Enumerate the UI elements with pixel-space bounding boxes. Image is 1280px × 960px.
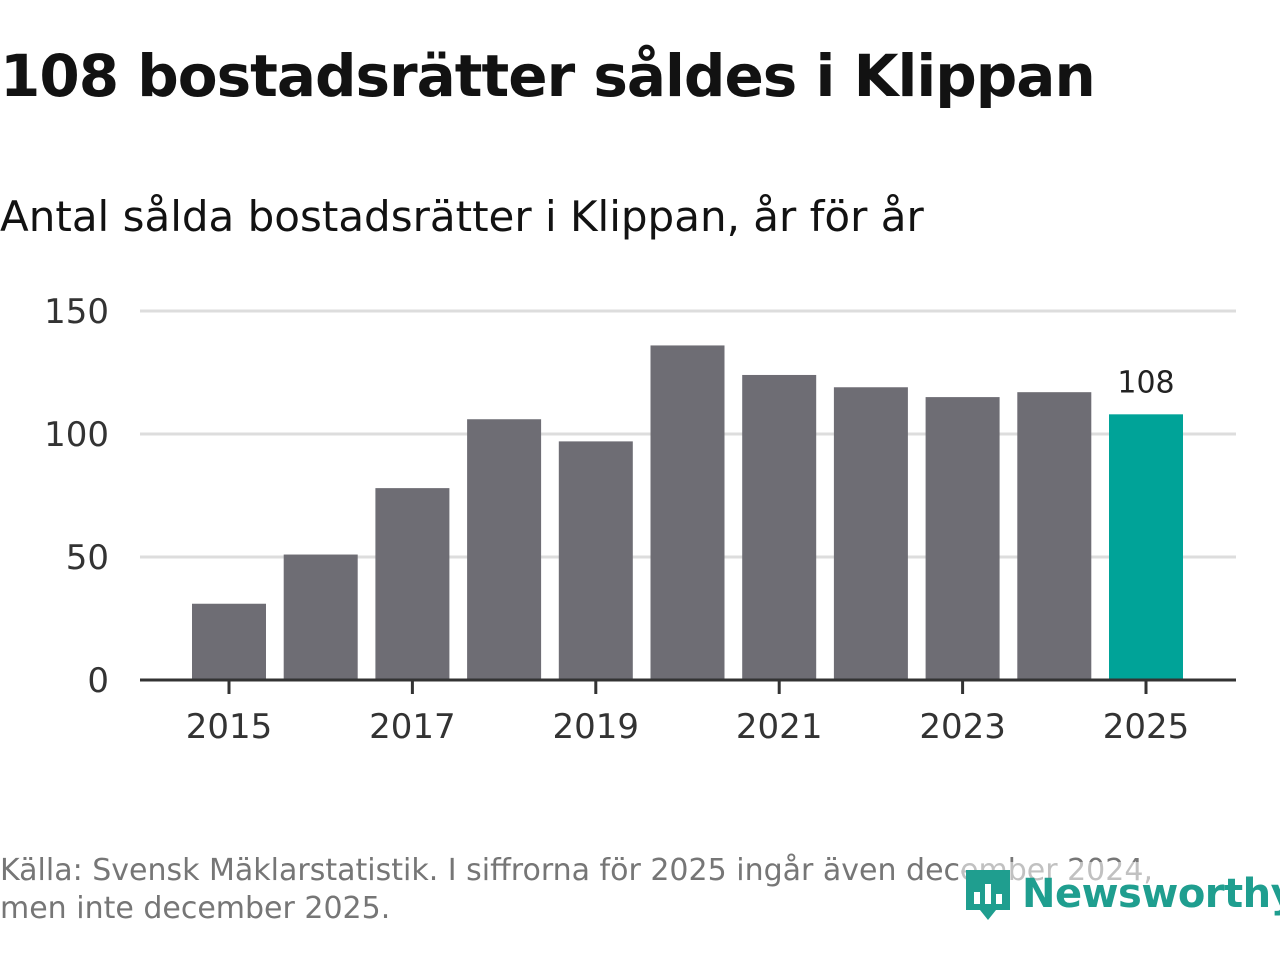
x-tick-label-2017: 2017	[369, 707, 456, 747]
bar-2020	[650, 345, 725, 680]
chart-subtitle: Antal sålda bostadsrätter i Klippan, år …	[0, 192, 924, 241]
source-note: Källa: Svensk Mäklarstatistik. I siffror…	[0, 852, 1220, 928]
newsworthy-logo-icon	[966, 870, 1010, 920]
bar-2019	[558, 441, 633, 680]
bar-2017	[375, 488, 450, 680]
bar-2021	[742, 374, 817, 680]
source-note-line-2: men inte december 2025.	[0, 891, 391, 926]
chart-title: 108 bostadsrätter såldes i Klippan	[0, 42, 1096, 110]
x-tick-label-2025: 2025	[1103, 707, 1190, 747]
data-label-2025: 108	[1117, 365, 1174, 400]
x-tick-label-2015: 2015	[186, 707, 273, 747]
logo-text: Newsworthy	[1022, 871, 1280, 917]
bar-2024	[1017, 392, 1092, 680]
bar-2023	[925, 397, 1000, 680]
y-tick-label-0: 0	[87, 661, 109, 701]
newsworthy-logo: Newsworthy	[962, 862, 1280, 926]
bar-2022	[833, 387, 908, 680]
bar-chart: 0 50 100 150 2015 2017 2019 2021 2023 2025 108	[44, 292, 1236, 747]
y-tick-label-100: 100	[44, 415, 109, 455]
y-tick-label-150: 150	[44, 292, 109, 332]
x-tick-label-2019: 2019	[553, 707, 640, 747]
source-note-line-1: Källa: Svensk Mäklarstatistik. I siffror…	[0, 853, 1153, 888]
bar-2016	[283, 554, 358, 680]
y-tick-label-50: 50	[66, 538, 109, 578]
bar-2015	[192, 603, 266, 680]
bar-2018	[467, 419, 542, 680]
x-tick-label-2023: 2023	[919, 707, 1006, 747]
bar-2025	[1109, 414, 1183, 680]
x-tick-label-2021: 2021	[736, 707, 823, 747]
